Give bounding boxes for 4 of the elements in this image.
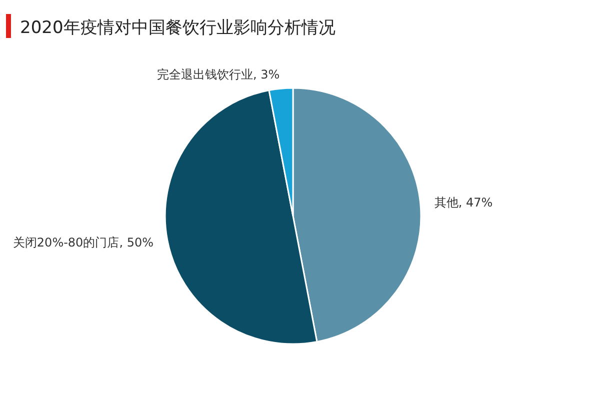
chart-title: 2020年疫情对中国餐饮行业影响分析情况: [20, 18, 336, 38]
slice-label: 关闭20%-80的门店, 50%: [12, 236, 154, 250]
slice-label: 其他, 47%: [434, 196, 493, 210]
slice-label: 完全退出钱饮行业, 3%: [156, 68, 280, 82]
